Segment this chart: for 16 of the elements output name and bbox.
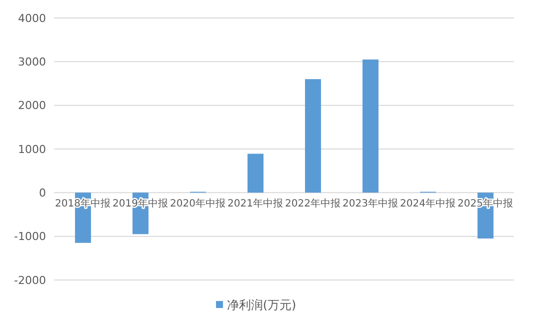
- y-tick-label: 2000: [18, 99, 46, 112]
- y-tick-label: -2000: [14, 274, 46, 287]
- x-tick-label: 2020年中报: [170, 198, 226, 210]
- x-tick-label: 2021年中报: [228, 198, 283, 210]
- x-tick-label: 2023年中报: [342, 198, 398, 210]
- y-tick-label: 1000: [18, 142, 46, 156]
- y-tick-label: -1000: [14, 230, 46, 244]
- y-tick-label: 0: [39, 186, 46, 200]
- x-tick-label: 2024年中报: [400, 198, 456, 210]
- bar: [305, 79, 321, 193]
- y-tick-label: 4000: [18, 12, 46, 25]
- bar: [362, 59, 378, 193]
- y-tick-label: 3000: [18, 56, 46, 69]
- legend-label: 净利润(万元): [226, 298, 296, 312]
- x-tick-label: 2022年中报: [285, 198, 340, 210]
- bar: [248, 154, 264, 193]
